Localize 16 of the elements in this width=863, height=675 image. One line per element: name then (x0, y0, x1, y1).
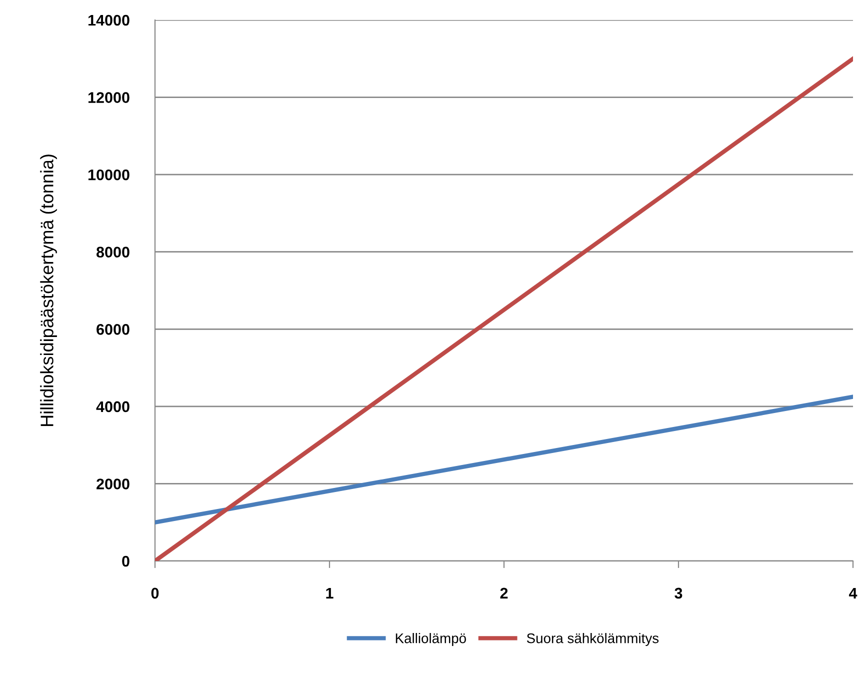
y-tick-label: 6000 (96, 324, 130, 335)
legend-label: Suora sähkölämmitys (526, 633, 659, 646)
y-tick-label: 0 (122, 556, 130, 567)
y-tick-label: 10000 (88, 169, 130, 180)
legend-label: Kalliolämpö (396, 633, 466, 646)
x-tick-label: 4 (848, 588, 858, 598)
y-tick-label: 4000 (96, 401, 130, 412)
y-tick-label: 2000 (96, 478, 130, 490)
x-tick-label: 1 (326, 588, 334, 598)
x-tick-label: 2 (500, 588, 508, 598)
y-tick-label: 14000 (88, 14, 130, 26)
y-tick-label: 12000 (88, 92, 130, 103)
x-tick-label: 3 (674, 588, 682, 599)
y-tick-label: 8000 (96, 246, 130, 258)
x-tick-label: 0 (151, 588, 159, 599)
y-axis-title: Hillidioksidipäästökertymä (tonnia) (40, 154, 57, 426)
